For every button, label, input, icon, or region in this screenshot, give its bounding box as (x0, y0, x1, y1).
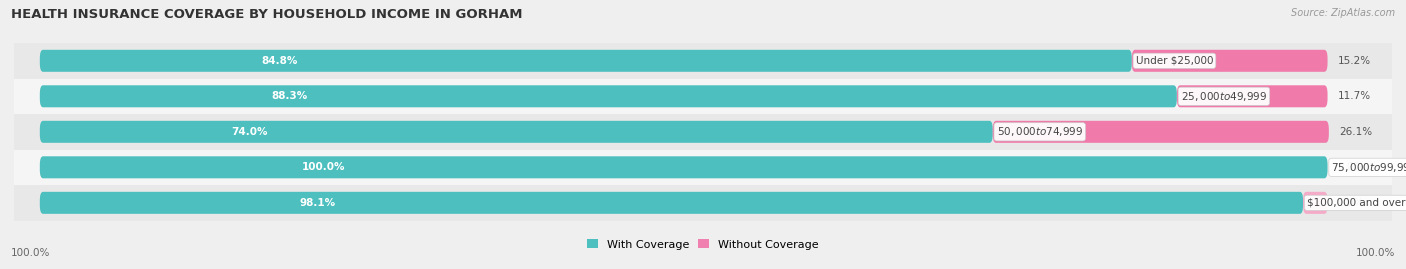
FancyBboxPatch shape (39, 50, 1132, 72)
FancyBboxPatch shape (1177, 85, 1327, 107)
FancyBboxPatch shape (1132, 50, 1327, 72)
Text: 84.8%: 84.8% (262, 56, 298, 66)
Text: $25,000 to $49,999: $25,000 to $49,999 (1181, 90, 1267, 103)
Text: 15.2%: 15.2% (1339, 56, 1371, 66)
FancyBboxPatch shape (1303, 192, 1327, 214)
FancyBboxPatch shape (39, 85, 1177, 107)
Text: 26.1%: 26.1% (1339, 127, 1372, 137)
Legend: With Coverage, Without Coverage: With Coverage, Without Coverage (582, 235, 824, 254)
FancyBboxPatch shape (39, 121, 993, 143)
Text: 100.0%: 100.0% (1355, 248, 1395, 258)
Text: 88.3%: 88.3% (271, 91, 308, 101)
Bar (14, 114, 1392, 150)
Text: 100.0%: 100.0% (11, 248, 51, 258)
Text: 98.1%: 98.1% (299, 198, 336, 208)
Text: 74.0%: 74.0% (231, 127, 267, 137)
Text: HEALTH INSURANCE COVERAGE BY HOUSEHOLD INCOME IN GORHAM: HEALTH INSURANCE COVERAGE BY HOUSEHOLD I… (11, 8, 523, 21)
Text: 11.7%: 11.7% (1339, 91, 1371, 101)
FancyBboxPatch shape (39, 156, 1327, 178)
Text: 0.0%: 0.0% (1339, 162, 1364, 172)
Text: 1.9%: 1.9% (1339, 198, 1364, 208)
Text: Source: ZipAtlas.com: Source: ZipAtlas.com (1291, 8, 1395, 18)
Text: $50,000 to $74,999: $50,000 to $74,999 (997, 125, 1083, 138)
Text: 100.0%: 100.0% (301, 162, 344, 172)
Bar (14, 150, 1392, 185)
FancyBboxPatch shape (993, 121, 1329, 143)
Bar (14, 185, 1392, 221)
Text: $100,000 and over: $100,000 and over (1308, 198, 1406, 208)
Text: $75,000 to $99,999: $75,000 to $99,999 (1331, 161, 1406, 174)
Bar (14, 43, 1392, 79)
Text: Under $25,000: Under $25,000 (1136, 56, 1213, 66)
FancyBboxPatch shape (39, 192, 1303, 214)
Bar (14, 79, 1392, 114)
